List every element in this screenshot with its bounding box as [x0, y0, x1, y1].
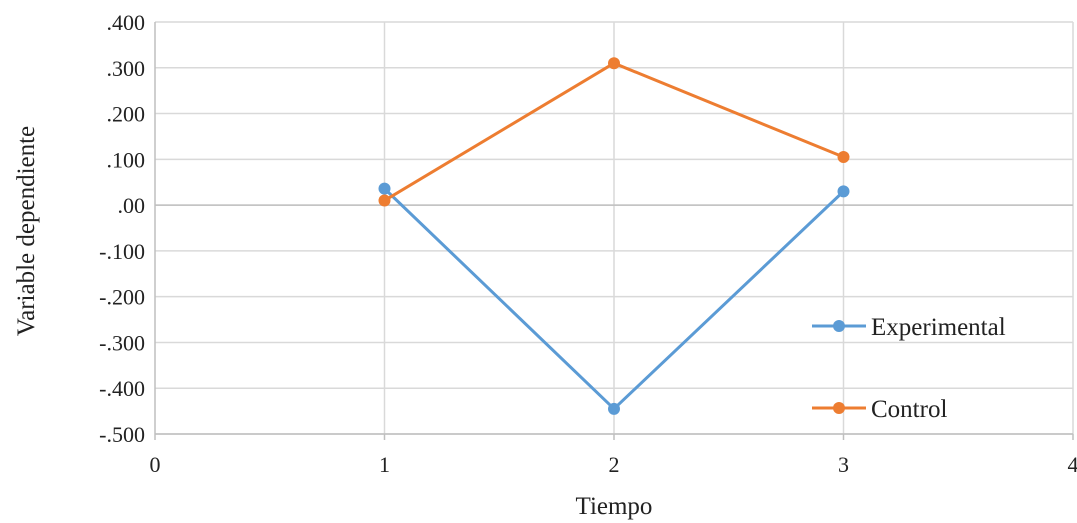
y-tick-label: -.400 — [99, 376, 145, 401]
x-tick-label: 4 — [1068, 452, 1077, 477]
y-tick-label: .400 — [107, 10, 146, 35]
y-tick-label: -.200 — [99, 285, 145, 310]
x-tick-label: 3 — [838, 452, 849, 477]
legend-label-control: Control — [871, 396, 947, 423]
data-point-experimental — [378, 182, 391, 195]
y-tick-label: -.500 — [99, 422, 145, 447]
y-tick-label: .200 — [107, 102, 146, 127]
y-tick-label: -.300 — [99, 330, 145, 355]
legend: Experimental Control — [812, 314, 1006, 423]
data-point-experimental — [837, 185, 850, 198]
data-point-control — [378, 194, 391, 207]
y-tick-label: .300 — [107, 56, 146, 81]
y-tick-label: .00 — [118, 193, 146, 218]
series-layer — [378, 57, 850, 415]
legend-label-experimental: Experimental — [871, 314, 1006, 341]
y-tick-label: -.100 — [99, 239, 145, 264]
legend-marker-control — [833, 402, 845, 414]
x-tick-labels: 0 1 2 3 4 — [150, 452, 1077, 477]
y-tick-label: .100 — [107, 147, 146, 172]
x-tick-label: 1 — [379, 452, 390, 477]
axes — [154, 22, 1074, 440]
x-axis-title: Tiempo — [576, 493, 653, 520]
data-point-experimental — [608, 402, 620, 415]
x-tick-label: 2 — [609, 452, 620, 477]
legend-marker-experimental — [833, 320, 845, 332]
data-point-control — [608, 57, 620, 70]
y-tick-labels: .400 .300 .200 .100 .00 -.100 -.200 -.300 -.400 -… — [99, 10, 145, 447]
grid-lines — [155, 21, 1074, 435]
x-tick-label: 0 — [150, 452, 161, 477]
y-axis-title: Variable dependiente — [13, 126, 40, 336]
data-point-control — [837, 151, 850, 164]
